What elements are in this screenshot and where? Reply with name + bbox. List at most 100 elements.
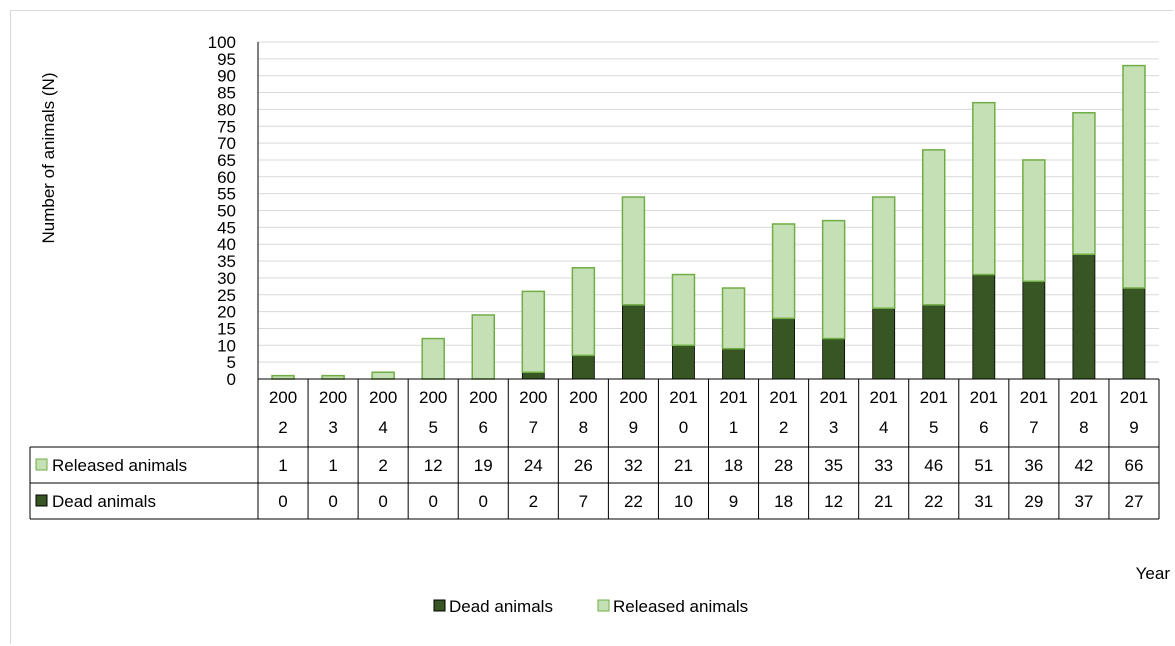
bar-released-animals bbox=[321, 374, 345, 380]
x-tick-label: 201 bbox=[1120, 388, 1148, 407]
bar-released-animals bbox=[271, 374, 295, 380]
x-tick-label: 3 bbox=[328, 418, 337, 437]
x-tick-label: 201 bbox=[870, 388, 898, 407]
data-label: 28 bbox=[774, 456, 793, 475]
data-label: 12 bbox=[824, 492, 843, 511]
x-tick-label: 200 bbox=[569, 388, 597, 407]
data-label: 66 bbox=[1125, 456, 1144, 475]
data-label: 19 bbox=[474, 456, 493, 475]
x-tick-label: 5 bbox=[929, 418, 938, 437]
y-tick-label: 45 bbox=[217, 218, 236, 237]
data-label: 18 bbox=[774, 492, 793, 511]
x-tick-label: 200 bbox=[619, 388, 647, 407]
bar-released-animals bbox=[471, 314, 495, 380]
y-tick-label: 60 bbox=[217, 168, 236, 187]
y-tick-label: 55 bbox=[217, 185, 236, 204]
bar-dead-animals bbox=[722, 348, 745, 380]
data-label: 12 bbox=[424, 456, 443, 475]
bar-dead-animals bbox=[1022, 280, 1046, 380]
bar-dead-animals bbox=[521, 371, 545, 380]
data-label: 1 bbox=[328, 456, 337, 475]
bar-dead-animals bbox=[622, 304, 645, 380]
data-label: 22 bbox=[924, 492, 943, 511]
y-axis-ticks: 0510152025303540455055606570758085909510… bbox=[208, 33, 236, 389]
x-tick-label: 201 bbox=[669, 388, 697, 407]
data-label: 0 bbox=[479, 492, 488, 511]
bar-released-animals bbox=[871, 196, 896, 309]
x-axis-label: Year bbox=[1136, 564, 1171, 583]
legend-swatch bbox=[433, 599, 446, 612]
legend: Dead animals Released animals bbox=[433, 597, 748, 616]
data-label: 24 bbox=[524, 456, 543, 475]
y-tick-label: 90 bbox=[217, 67, 236, 86]
table-legend-swatch bbox=[35, 458, 48, 471]
bar-dead-animals bbox=[772, 317, 795, 380]
data-label: 51 bbox=[974, 456, 993, 475]
data-label: 0 bbox=[428, 492, 437, 511]
bar-released-animals bbox=[821, 219, 846, 340]
chart-frame bbox=[10, 10, 1173, 644]
bar-dead-animals bbox=[1122, 287, 1146, 380]
bars bbox=[271, 64, 1146, 380]
data-label: 21 bbox=[874, 492, 893, 511]
x-tick-label: 201 bbox=[769, 388, 797, 407]
y-tick-label: 50 bbox=[217, 202, 236, 221]
x-tick-label: 4 bbox=[879, 418, 888, 437]
bar-released-animals bbox=[671, 273, 696, 347]
x-tick-label: 6 bbox=[479, 418, 488, 437]
data-label: 26 bbox=[574, 456, 593, 475]
data-label: 2 bbox=[529, 492, 538, 511]
x-tick-label: 9 bbox=[629, 418, 638, 437]
y-tick-label: 100 bbox=[208, 33, 236, 52]
x-tick-label: 201 bbox=[920, 388, 948, 407]
bar-released-animals bbox=[421, 337, 445, 380]
bar-released-animals bbox=[571, 267, 596, 357]
data-label: 21 bbox=[674, 456, 693, 475]
x-tick-label: 200 bbox=[419, 388, 447, 407]
x-tick-label: 5 bbox=[428, 418, 437, 437]
x-tick-label: 4 bbox=[378, 418, 387, 437]
x-tick-label: 8 bbox=[579, 418, 588, 437]
data-label: 42 bbox=[1074, 456, 1093, 475]
y-tick-label: 20 bbox=[217, 303, 236, 322]
x-tick-label: 201 bbox=[819, 388, 847, 407]
x-tick-label: 200 bbox=[519, 388, 547, 407]
y-tick-label: 25 bbox=[217, 286, 236, 305]
y-tick-label: 5 bbox=[227, 353, 236, 372]
x-tick-label: 200 bbox=[369, 388, 397, 407]
data-label: 29 bbox=[1024, 492, 1043, 511]
data-label: 32 bbox=[624, 456, 643, 475]
x-tick-label: 0 bbox=[679, 418, 688, 437]
data-label: 37 bbox=[1074, 492, 1093, 511]
y-tick-label: 30 bbox=[217, 269, 236, 288]
table-row-label: Released animals bbox=[52, 456, 187, 475]
x-tick-label: 8 bbox=[1079, 418, 1088, 437]
bar-released-animals bbox=[1022, 159, 1046, 283]
data-label: 0 bbox=[278, 492, 287, 511]
y-tick-label: 85 bbox=[217, 84, 236, 103]
x-tick-label: 6 bbox=[979, 418, 988, 437]
data-label: 36 bbox=[1024, 456, 1043, 475]
x-tick-label: 201 bbox=[719, 388, 747, 407]
legend-swatch bbox=[597, 599, 610, 612]
bar-dead-animals bbox=[972, 274, 996, 380]
data-label: 1 bbox=[278, 456, 287, 475]
y-axis-label: Number of animals (N) bbox=[39, 73, 58, 244]
y-tick-label: 75 bbox=[217, 117, 236, 136]
table-legend-swatch bbox=[35, 494, 48, 507]
y-tick-label: 40 bbox=[217, 235, 236, 254]
data-label: 2 bbox=[378, 456, 387, 475]
bar-released-animals bbox=[771, 223, 796, 320]
gridlines bbox=[257, 41, 1159, 379]
data-label: 33 bbox=[874, 456, 893, 475]
bar-released-animals bbox=[1122, 64, 1146, 289]
y-tick-label: 95 bbox=[217, 50, 236, 69]
x-tick-label: 200 bbox=[269, 388, 297, 407]
bar-released-animals bbox=[972, 101, 996, 276]
bar-dead-animals bbox=[1072, 253, 1096, 380]
bar-dead-animals bbox=[922, 304, 946, 380]
bar-released-animals bbox=[922, 149, 946, 306]
data-label: 9 bbox=[729, 492, 738, 511]
x-tick-label: 201 bbox=[970, 388, 998, 407]
data-label: 7 bbox=[579, 492, 588, 511]
